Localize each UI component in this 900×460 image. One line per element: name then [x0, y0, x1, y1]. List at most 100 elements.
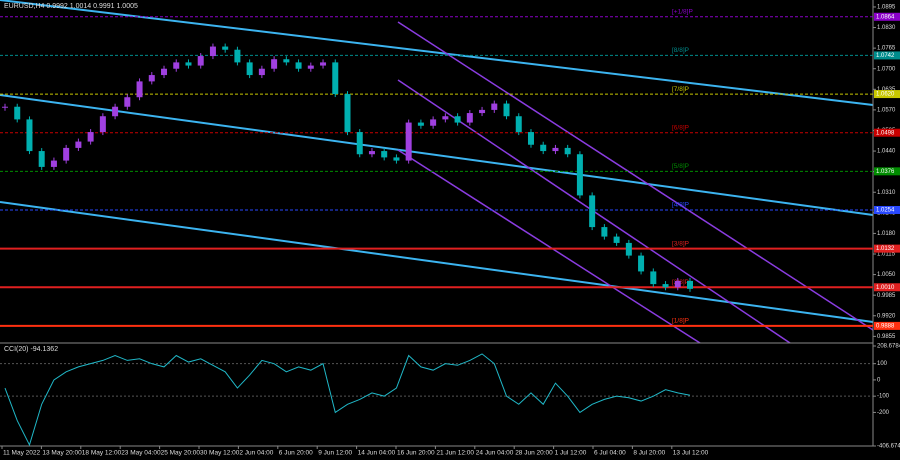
- level-price-label: 1.0376: [876, 169, 895, 175]
- candle: [466, 113, 473, 123]
- candle: [124, 97, 131, 107]
- candle: [295, 62, 302, 69]
- channel-line: [397, 21, 874, 331]
- level-name: [1/8]P: [672, 318, 689, 325]
- candle: [14, 106, 21, 120]
- level-name: [8/8]P: [672, 47, 689, 54]
- candle: [2, 106, 8, 108]
- candle: [38, 151, 45, 167]
- level-name: [5/8]P: [672, 163, 689, 170]
- level-price-box: [874, 167, 900, 176]
- candle: [356, 132, 363, 155]
- x-tick-label: 28 Jun 20:00: [515, 450, 553, 457]
- cci-tick-label: -100: [877, 394, 890, 400]
- candle: [258, 68, 265, 76]
- level-price-box: [874, 90, 900, 99]
- x-tick-label: 30 May 12:00: [200, 450, 240, 457]
- candle: [674, 280, 681, 288]
- candle: [99, 116, 106, 133]
- x-tick-label: 14 Jun 04:00: [358, 450, 396, 457]
- channel-line: [397, 149, 701, 344]
- candle: [454, 116, 461, 123]
- candle: [527, 132, 534, 145]
- candle: [515, 116, 522, 133]
- candle: [417, 122, 424, 126]
- candle: [307, 65, 314, 69]
- y-tick-label: 1.0635: [877, 87, 896, 93]
- cci-line: [4, 353, 691, 447]
- candle: [576, 154, 583, 196]
- y-tick-label: 0.9855: [877, 334, 896, 340]
- candle: [368, 151, 375, 155]
- level-name: [7/8]P: [672, 86, 689, 93]
- trend-line: [0, 94, 874, 216]
- level-price-label: 1.0132: [876, 246, 895, 252]
- chart-title: EURUSD,H4 0.9992 1.0014 0.9991 1.0005: [4, 3, 138, 10]
- level-price-box: [874, 12, 900, 21]
- level-price-box: [874, 244, 900, 253]
- cci-tick-label: -200: [877, 410, 890, 416]
- level-price-label: 1.0254: [876, 208, 895, 214]
- y-tick-label: 1.0830: [877, 25, 896, 31]
- candle: [589, 195, 596, 228]
- level-price-box: [874, 321, 900, 330]
- level-price-label: 1.0742: [876, 53, 895, 59]
- y-tick-label: 1.0570: [877, 107, 896, 113]
- candle: [650, 271, 657, 285]
- candle: [332, 62, 339, 95]
- candle: [75, 141, 82, 148]
- candle: [63, 147, 70, 161]
- level-price-box: [874, 205, 900, 214]
- level-name: [6/8]P: [672, 124, 689, 131]
- y-tick-label: 1.0180: [877, 231, 896, 237]
- candle: [564, 147, 571, 155]
- x-tick-label: 21 Jun 12:00: [436, 450, 474, 457]
- candle: [344, 94, 351, 133]
- x-tick-label: 13 May 20:00: [42, 450, 82, 457]
- cci-tick-label: 208.6784: [877, 344, 900, 350]
- candle: [26, 119, 33, 152]
- candle: [197, 56, 204, 66]
- candle: [320, 62, 327, 66]
- indicator-title: CCI(20) -94.1362: [4, 346, 58, 353]
- level-name: [3/8]P: [672, 240, 689, 247]
- x-tick-label: 24 Jun 04:00: [476, 450, 514, 457]
- candle: [552, 147, 559, 152]
- x-tick-label: 6 Jun 20:00: [279, 450, 313, 457]
- x-tick-label: 13 Jul 12:00: [673, 450, 709, 457]
- candle: [112, 106, 119, 117]
- candle: [638, 255, 645, 272]
- candle: [601, 227, 608, 237]
- trend-line: [0, 201, 874, 323]
- candle: [148, 75, 155, 82]
- x-tick-label: 11 May 2022: [3, 450, 40, 457]
- y-tick-label: 1.0310: [877, 190, 896, 196]
- level-price-box: [874, 283, 900, 292]
- candle: [246, 62, 253, 76]
- candle: [540, 144, 547, 152]
- candle: [173, 62, 180, 69]
- candle: [430, 119, 437, 126]
- candle: [625, 242, 632, 256]
- candle: [393, 157, 400, 161]
- candle: [222, 46, 229, 50]
- level-name: [4/8]P: [672, 202, 689, 209]
- candle: [271, 59, 278, 69]
- cci-tick-label: 100: [877, 361, 888, 367]
- level-price-box: [874, 51, 900, 60]
- x-tick-label: 23 May 04:00: [121, 450, 161, 457]
- y-tick-label: 1.0765: [877, 46, 896, 52]
- cci-tick-label: 0: [877, 377, 881, 383]
- x-tick-label: 1 Jul 12:00: [555, 450, 587, 457]
- y-tick-label: 1.0895: [877, 5, 896, 11]
- cci-tick-label: -406.6745: [877, 444, 900, 450]
- candle: [662, 284, 669, 288]
- trend-line: [0, 0, 874, 106]
- y-tick-label: 0.9985: [877, 293, 896, 299]
- x-tick-label: 6 Jul 04:00: [594, 450, 626, 457]
- candle: [161, 68, 168, 76]
- y-tick-label: 0.9920: [877, 313, 896, 319]
- candle: [687, 280, 693, 289]
